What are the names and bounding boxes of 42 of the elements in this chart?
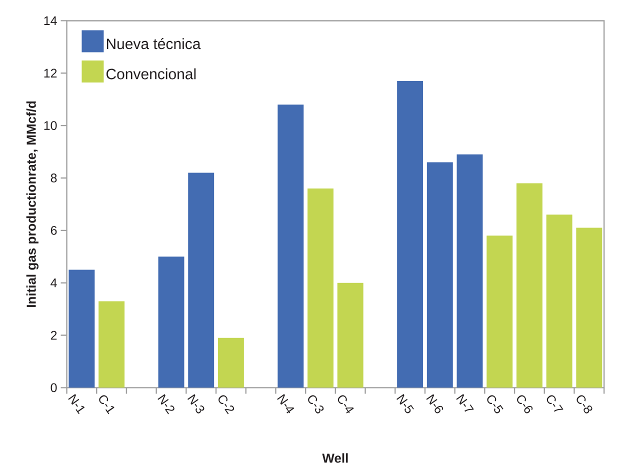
x-axis-title: Well xyxy=(322,453,348,463)
y-tick-label: 2 xyxy=(50,330,57,340)
bar xyxy=(308,188,334,388)
x-tick-label: C-2 xyxy=(218,395,234,414)
x-tick-label: C-3 xyxy=(308,395,324,414)
x-tick-label: C-7 xyxy=(546,395,564,412)
y-tick-label: 10 xyxy=(44,121,57,130)
legend-label: Convencional xyxy=(106,68,196,80)
bar xyxy=(546,214,572,388)
y-tick-label: 12 xyxy=(44,68,57,78)
bar xyxy=(158,256,184,388)
x-tick-label: N-7 xyxy=(456,394,474,412)
x-tick-label: N-2 xyxy=(158,394,174,414)
bar xyxy=(188,172,214,388)
x-tick-label: N-1 xyxy=(68,394,85,414)
bar xyxy=(516,183,542,388)
y-tick-label: 14 xyxy=(44,16,57,25)
bar xyxy=(397,80,424,388)
x-tick-label: C-8 xyxy=(576,395,592,414)
bar xyxy=(337,282,364,388)
bar xyxy=(218,338,244,388)
x-tick-label: N-3 xyxy=(187,394,204,414)
bar xyxy=(486,236,513,388)
bar xyxy=(456,154,483,388)
x-tick-label: N-6 xyxy=(426,394,444,414)
x-tick-label: C-6 xyxy=(517,395,533,414)
bar xyxy=(68,270,95,388)
bar xyxy=(426,162,453,388)
x-tick-label: C-5 xyxy=(487,395,504,414)
y-axis-title: Initial gas productionrate, MMcf/d xyxy=(26,101,39,307)
x-tick-label: N-4 xyxy=(277,394,294,414)
legend-label: Nueva técnica xyxy=(106,38,201,50)
x-tick-label: C-1 xyxy=(99,395,114,414)
y-tick-label: 4 xyxy=(50,278,57,288)
y-tick-label: 8 xyxy=(50,174,57,182)
y-tick-label: 6 xyxy=(50,226,57,235)
y-tick-label: 0 xyxy=(50,383,57,392)
bar xyxy=(98,301,125,388)
bar xyxy=(576,228,602,388)
bar xyxy=(278,104,304,388)
x-tick-label: C-4 xyxy=(338,395,354,414)
x-tick-label: N-5 xyxy=(396,394,414,414)
